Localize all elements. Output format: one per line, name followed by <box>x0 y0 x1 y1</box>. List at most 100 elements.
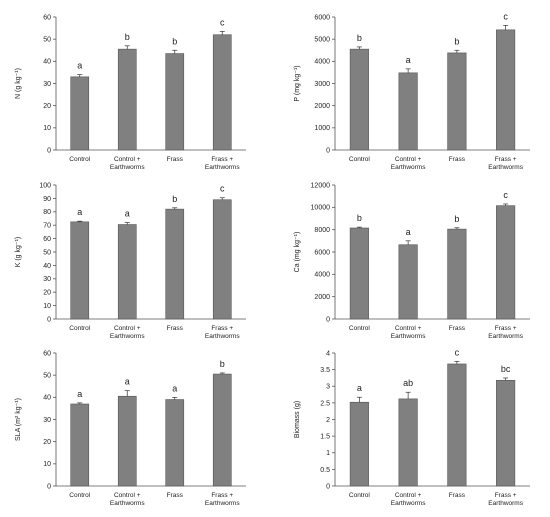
y-tick-label: 50 <box>43 37 51 44</box>
chart-panel-6: 0 0.5 1 1.5 2 2.5 3 3.5 4 Biomass (g) a Control ab Co… <box>294 347 530 507</box>
y-tick-label: 12000 <box>311 182 331 189</box>
bar <box>349 227 369 320</box>
bar <box>398 244 418 320</box>
y-tick-label: 2000 <box>314 103 330 110</box>
y-tick-label: 30 <box>43 81 51 88</box>
y-tick-label: 70 <box>43 223 51 230</box>
significance-letter: b <box>454 36 459 46</box>
x-category-label: Earthworms <box>488 500 523 507</box>
y-tick-label: 20 <box>43 290 51 297</box>
bar <box>398 72 418 151</box>
y-tick-label: 10 <box>43 303 51 310</box>
bar <box>212 373 232 487</box>
significance-letter: a <box>125 209 130 219</box>
y-axis-label: K (g kg⁻¹) <box>15 237 22 268</box>
y-tick-label: 2 <box>326 417 330 424</box>
x-category-label: Frass <box>167 325 184 332</box>
bar <box>447 52 467 151</box>
significance-letter: b <box>357 213 362 223</box>
y-tick-label: 4000 <box>314 272 330 279</box>
y-tick-label: 40 <box>43 59 51 66</box>
significance-letter: c <box>503 11 508 21</box>
y-tick-label: 3 <box>326 384 330 391</box>
y-tick-label: 40 <box>43 395 51 402</box>
significance-letter: c <box>455 347 460 357</box>
y-tick-label: 4000 <box>314 59 330 66</box>
y-tick-label: 4 <box>326 350 330 357</box>
y-tick-label: 30 <box>43 276 51 283</box>
bar <box>212 34 232 151</box>
bar <box>117 395 137 487</box>
bar <box>117 224 137 320</box>
chart-panel-1: 0 10 20 30 40 50 60 N (g kg⁻¹) a Control b Control … <box>15 14 246 171</box>
y-axis-label: N (g kg⁻¹) <box>15 68 22 99</box>
chart-panel-4: 0 2000 4000 6000 8000 10000 12000 Ca (mg kg⁻¹) b… <box>294 182 530 340</box>
y-tick-label: 2000 <box>314 294 330 301</box>
y-tick-label: 100 <box>39 182 51 189</box>
y-tick-label: 0 <box>326 316 330 323</box>
significance-letter: bc <box>501 364 511 374</box>
x-category-label: Frass <box>167 156 184 163</box>
y-axis-label: SLA (m² kg⁻¹) <box>15 398 22 441</box>
x-category-label: Frass <box>449 156 466 163</box>
x-category-label: Earthworms <box>391 164 426 171</box>
y-tick-label: 0.5 <box>320 467 330 474</box>
significance-letter: b <box>454 214 459 224</box>
x-category-label: Earthworms <box>110 333 145 340</box>
significance-letter: a <box>357 383 362 393</box>
bar <box>496 29 516 151</box>
x-category-label: Control <box>349 156 371 163</box>
y-axis-label: Biomass (g) <box>294 401 301 438</box>
x-category-label: Control <box>69 325 91 332</box>
x-category-label: Frass + <box>211 325 233 332</box>
significance-letter: c <box>220 184 225 194</box>
bar <box>349 401 369 487</box>
significance-letter: c <box>503 190 508 200</box>
significance-letter: c <box>220 17 225 27</box>
y-tick-label: 3000 <box>314 81 330 88</box>
x-category-label: Frass + <box>211 492 233 499</box>
y-tick-label: 1 <box>326 450 330 457</box>
x-category-label: Control + <box>114 156 141 163</box>
y-tick-label: 60 <box>43 236 51 243</box>
chart-panel-3: 0 10 20 30 40 50 60 70 80 90 100 K (g kg⁻¹) a Control… <box>15 182 246 340</box>
y-tick-label: 3.5 <box>320 367 330 374</box>
y-tick-label: 0 <box>47 316 51 323</box>
y-tick-label: 20 <box>43 439 51 446</box>
y-tick-label: 10 <box>43 461 51 468</box>
y-tick-label: 5000 <box>314 37 330 44</box>
y-tick-label: 50 <box>43 249 51 256</box>
y-tick-label: 10000 <box>311 205 331 212</box>
chart-panel-5: 0 10 20 30 40 50 60 SLA (m² kg⁻¹) a Control a Contr… <box>15 350 246 507</box>
bar <box>496 379 516 487</box>
significance-letter: b <box>220 359 225 369</box>
significance-letter: a <box>77 61 82 71</box>
bar <box>212 199 232 320</box>
y-tick-label: 80 <box>43 209 51 216</box>
y-tick-label: 0 <box>326 483 330 490</box>
bar <box>165 399 185 487</box>
x-category-label: Frass + <box>495 156 517 163</box>
y-tick-label: 1000 <box>314 125 330 132</box>
x-category-label: Earthworms <box>205 500 240 507</box>
significance-letter: a <box>406 55 411 65</box>
significance-letter: a <box>77 389 82 399</box>
x-category-label: Control + <box>114 492 141 499</box>
bar <box>398 398 418 487</box>
significance-letter: b <box>357 33 362 43</box>
significance-letter: a <box>406 227 411 237</box>
y-tick-label: 6000 <box>314 249 330 256</box>
x-category-label: Control <box>69 492 91 499</box>
y-tick-label: 10 <box>43 125 51 132</box>
bar <box>447 228 467 320</box>
y-tick-label: 0 <box>47 147 51 154</box>
x-category-label: Earthworms <box>488 333 523 340</box>
significance-letter: a <box>125 377 130 387</box>
x-category-label: Frass + <box>495 325 517 332</box>
y-tick-label: 50 <box>43 373 51 380</box>
bar <box>117 48 137 151</box>
x-category-label: Control <box>69 156 91 163</box>
bar <box>447 363 467 487</box>
y-tick-label: 2.5 <box>320 400 330 407</box>
